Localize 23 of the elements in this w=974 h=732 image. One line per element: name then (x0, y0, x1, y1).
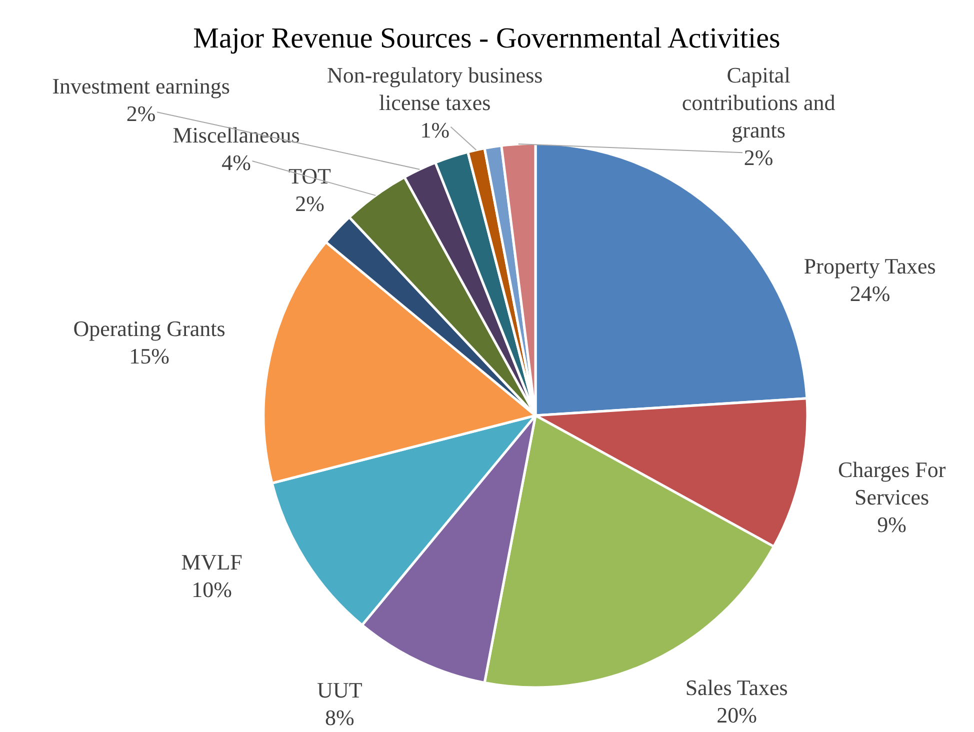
data-label: 20% (716, 702, 757, 728)
data-label: 10% (192, 577, 232, 602)
slice-label: MVLF (181, 550, 242, 575)
data-label: 1% (420, 118, 450, 143)
data-label: 2% (295, 190, 324, 216)
slice-label: Investment earnings (52, 74, 230, 99)
slice-label: Property Taxes (804, 253, 936, 278)
slice-label: Capital contributions and grants (682, 62, 836, 143)
slice-label: TOT (288, 163, 332, 188)
slice-label: Operating Grants (73, 316, 226, 341)
slice-label: Miscellaneous (172, 122, 300, 148)
data-label: 15% (129, 343, 170, 368)
data-label: 8% (324, 705, 354, 730)
data-label: 24% (850, 280, 890, 306)
data-label: 9% (877, 512, 906, 538)
slice-label: Charges For Services (838, 457, 946, 510)
slice-label: UUT (317, 678, 363, 703)
slice-label: Sales Taxes (685, 674, 788, 700)
data-label: 4% (222, 150, 251, 176)
slice-label: Non-regulatory business license taxes (327, 62, 543, 116)
chart-title: Major Revenue Sources - Governmental Activities (193, 22, 780, 54)
data-label: 2% (744, 145, 774, 170)
data-label: 2% (126, 101, 156, 126)
